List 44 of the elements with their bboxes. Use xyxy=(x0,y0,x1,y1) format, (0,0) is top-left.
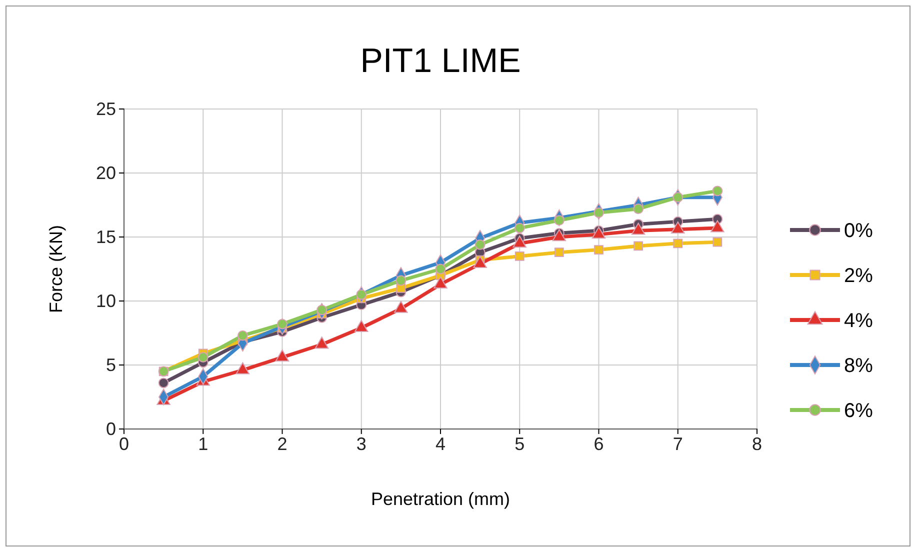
point xyxy=(712,237,722,247)
point xyxy=(356,289,367,300)
point xyxy=(277,318,288,330)
y-tick-label: 20 xyxy=(96,162,116,183)
point xyxy=(435,264,446,274)
y-axis-title: Force (KN) xyxy=(46,224,66,314)
point xyxy=(634,241,643,251)
legend-label: 6% xyxy=(844,400,874,422)
x-tick-label: 5 xyxy=(514,434,525,454)
point xyxy=(514,252,524,261)
point xyxy=(712,186,723,196)
point xyxy=(158,378,169,388)
chart-title: PIT1 LIME xyxy=(360,42,521,80)
y-tick-label: 15 xyxy=(96,226,116,247)
legend-label: 0% xyxy=(844,220,874,242)
point xyxy=(633,204,644,214)
point xyxy=(554,248,564,258)
y-tick-label: 25 xyxy=(96,98,116,119)
point xyxy=(396,275,406,286)
x-tick-label: 4 xyxy=(435,434,446,454)
x-tick-label: 1 xyxy=(198,434,208,454)
x-tick-label: 8 xyxy=(752,434,762,454)
point xyxy=(594,207,604,218)
x-tick-label: 3 xyxy=(356,434,366,454)
legend-label: 4% xyxy=(844,310,874,332)
y-tick-label: 10 xyxy=(96,290,116,311)
y-tick-label: 0 xyxy=(106,418,116,439)
point xyxy=(554,215,564,226)
x-tick-label: 2 xyxy=(277,434,288,454)
x-axis-title: Penetration (mm) xyxy=(370,489,510,509)
x-tick-label: 7 xyxy=(672,434,683,454)
legend-label: 2% xyxy=(844,265,874,287)
point xyxy=(514,222,525,234)
point xyxy=(594,245,604,254)
point xyxy=(237,330,248,341)
point xyxy=(672,192,684,203)
point xyxy=(198,352,208,363)
x-tick-label: 6 xyxy=(594,434,604,454)
point xyxy=(673,238,683,248)
x-tick-label: 0 xyxy=(118,434,130,454)
point xyxy=(474,239,486,250)
legend-label: 8% xyxy=(844,355,874,377)
y-tick-label: 5 xyxy=(106,354,116,375)
point xyxy=(316,304,328,316)
